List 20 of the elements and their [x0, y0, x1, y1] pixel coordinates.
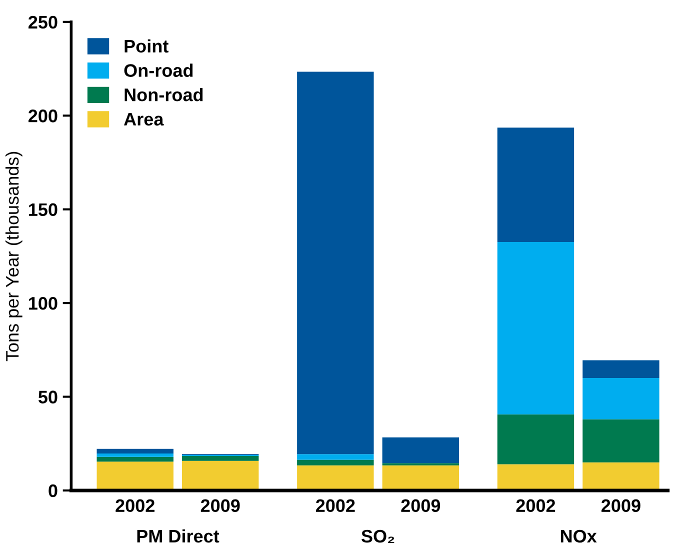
legend-label: Area: [124, 113, 164, 126]
x-tick-label: 2009: [200, 499, 240, 512]
x-tick-label: 2002: [316, 499, 355, 512]
legend-label: Non-road: [124, 88, 203, 102]
y-tick-label: 250: [28, 16, 58, 29]
y-tick-label: 50: [38, 390, 58, 404]
x-tick-label: 2002: [516, 499, 556, 512]
y-axis-title: Tons per Year (thousands): [5, 152, 22, 362]
text: PM Direct: [137, 529, 220, 543]
legend-label: Point: [124, 39, 168, 53]
x-tick-label: 2009: [401, 499, 440, 512]
x-tick-label: 2009: [601, 499, 640, 512]
y-tick-label: 150: [29, 203, 58, 216]
x-tick-label: 2002: [116, 499, 154, 512]
text: NOx: [560, 530, 597, 543]
y-tick-label: 0: [48, 484, 58, 498]
y-tick-label: 200: [28, 110, 58, 122]
text: SO₂: [361, 530, 394, 543]
legend-label: On-road: [124, 64, 193, 77]
y-tick-label: 100: [29, 296, 58, 310]
